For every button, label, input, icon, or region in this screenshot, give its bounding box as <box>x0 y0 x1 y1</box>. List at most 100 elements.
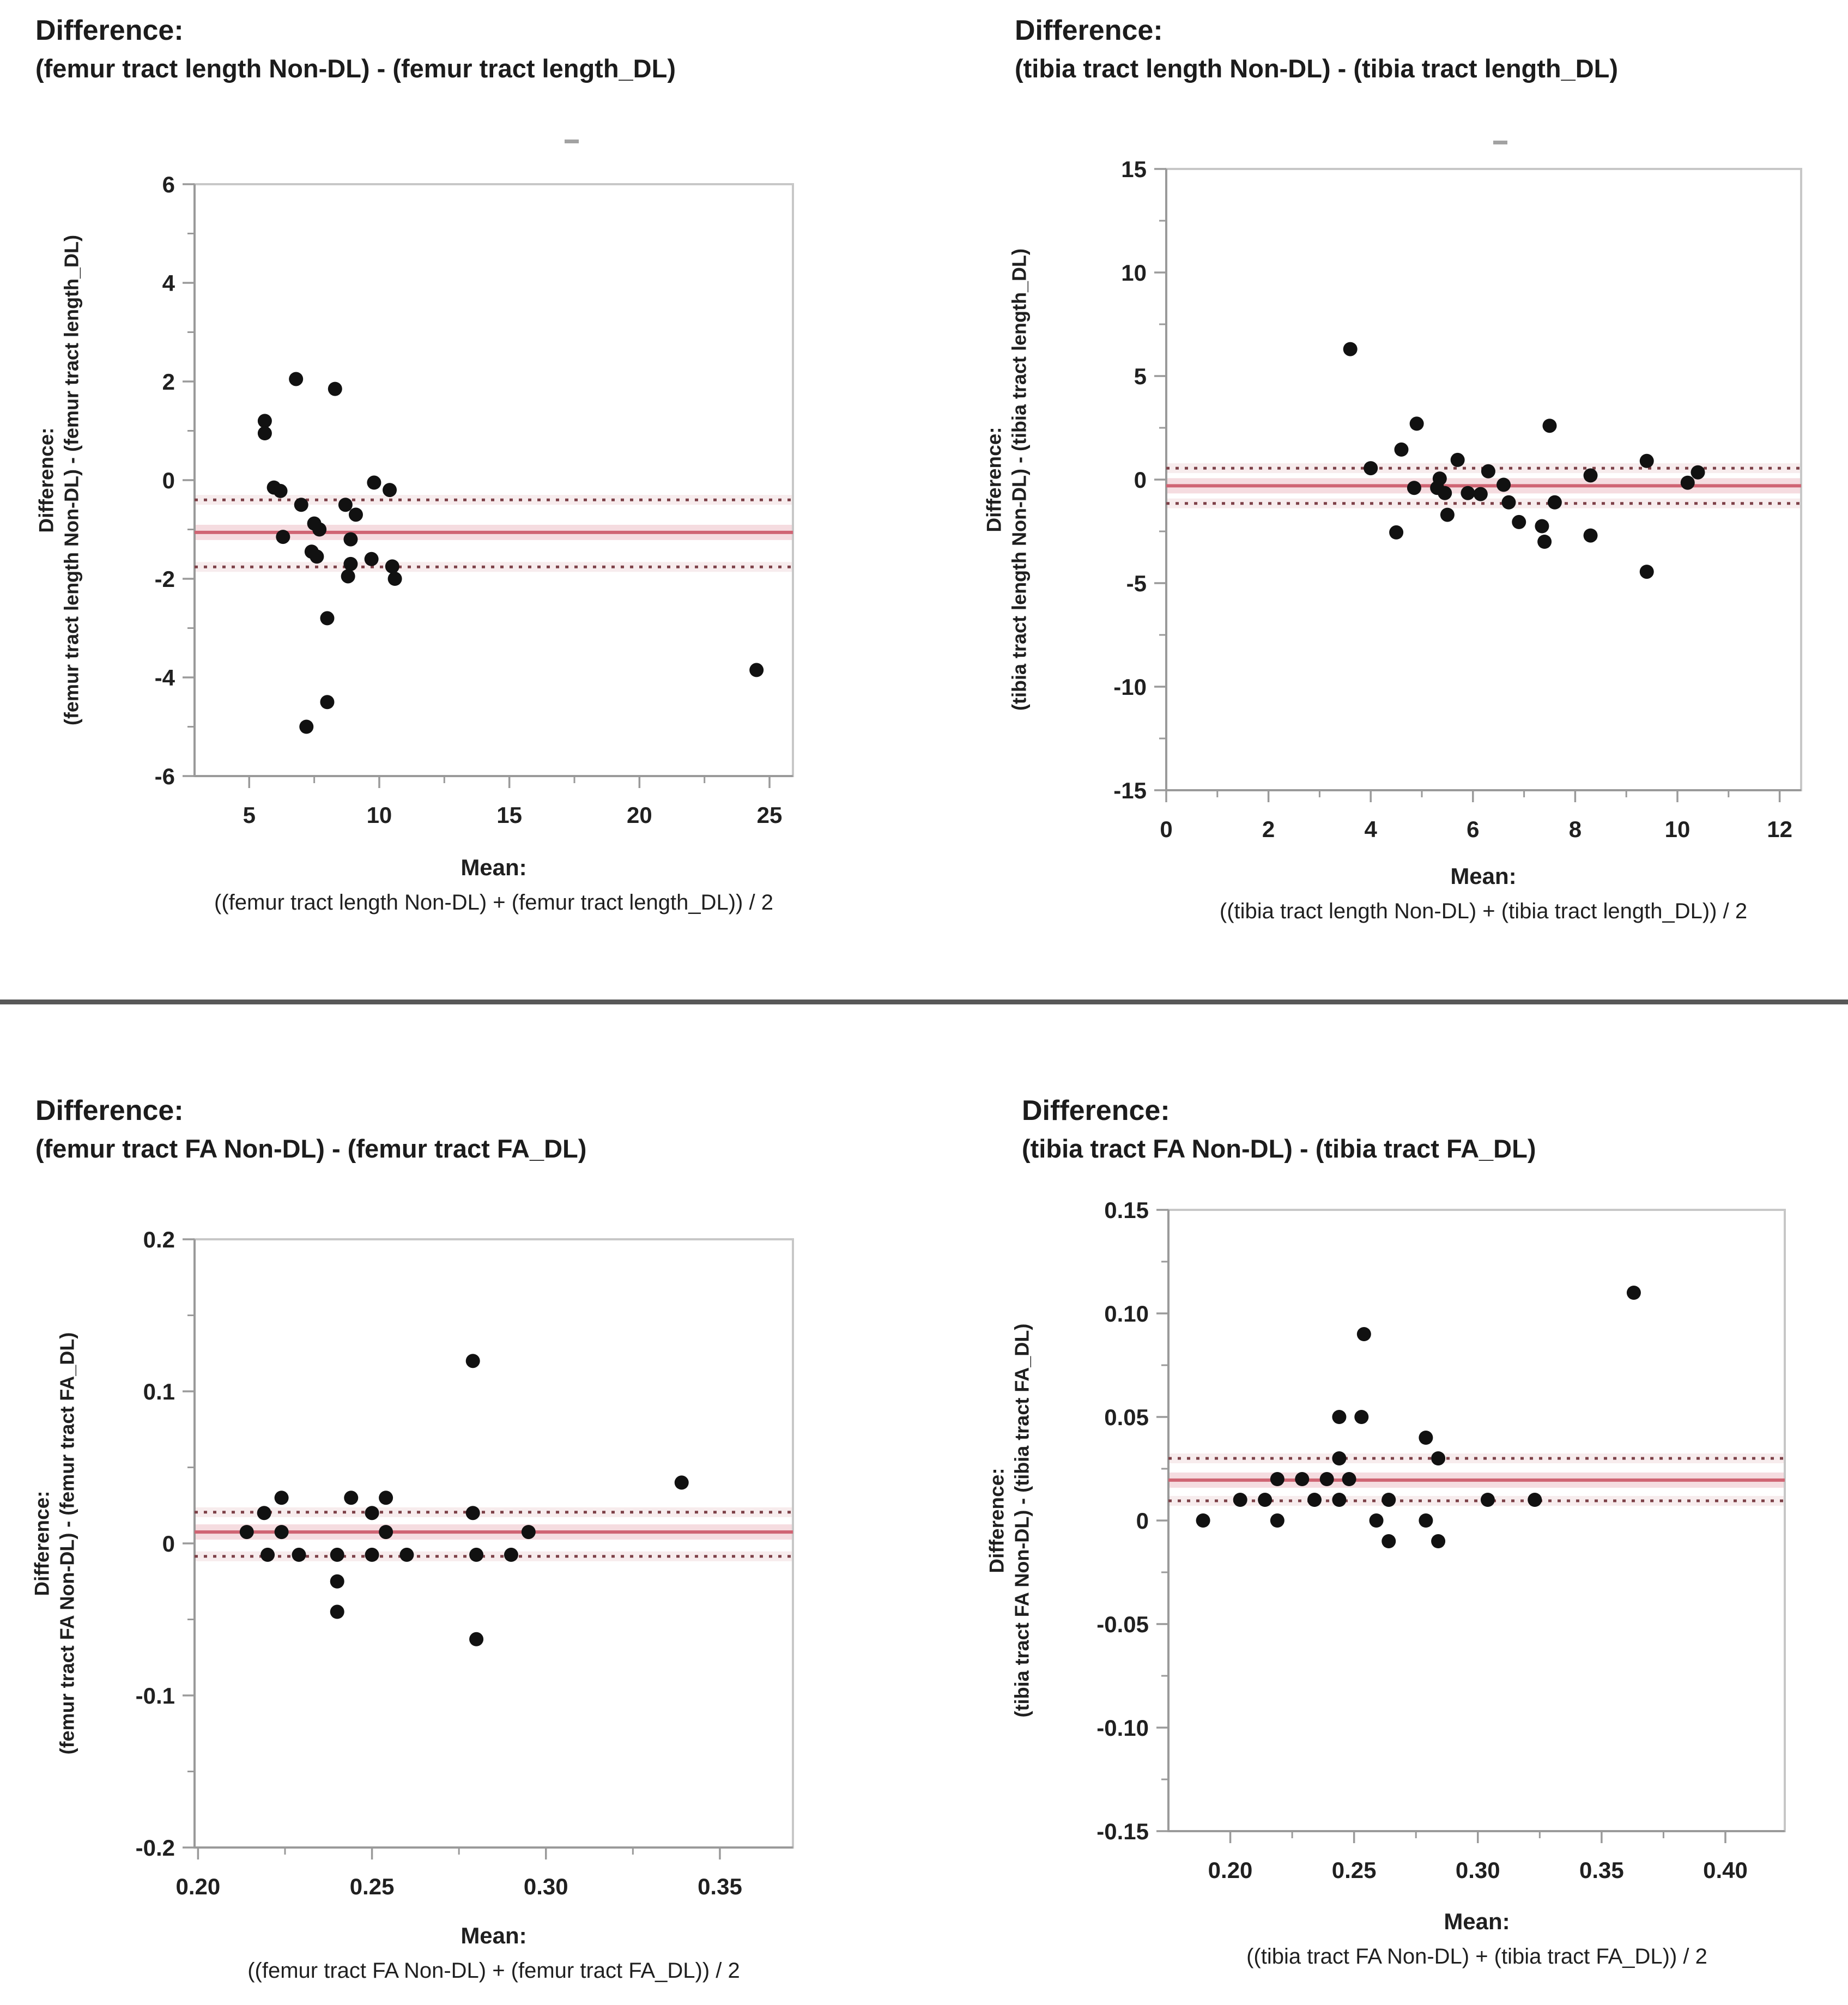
plot-area: 5 10 15 20 25 -6 -4 -2 0 2 4 6 <box>155 172 794 828</box>
x-tick-label: 0.35 <box>698 1874 742 1899</box>
data-point <box>330 1574 344 1589</box>
x-tick-label: 12 <box>1767 816 1792 842</box>
data-point <box>521 1525 536 1540</box>
y-tick-label: -10 <box>1113 674 1147 700</box>
y-tick-label: 6 <box>162 172 175 197</box>
chart-title-tibia-length: Difference: (tibia tract length Non-DL) … <box>1015 14 1618 84</box>
data-point <box>1382 1534 1396 1548</box>
data-point <box>1332 1410 1347 1424</box>
data-point <box>1196 1513 1210 1528</box>
data-point <box>1431 1451 1446 1465</box>
y-axis-label-femur-length: Difference: (femur tract length Non-DL) … <box>34 235 84 725</box>
data-point <box>1419 1431 1433 1445</box>
data-point <box>364 552 379 566</box>
y-axis-label-femur-fa: Difference: (femur tract FA Non-DL) - (f… <box>29 1332 80 1755</box>
data-point <box>465 1354 480 1368</box>
data-point <box>1626 1286 1641 1300</box>
data-point <box>1537 535 1552 549</box>
x-axis-formula: ((femur tract FA Non-DL) + (femur tract … <box>247 1959 740 1983</box>
y-tick-label: -15 <box>1113 778 1147 803</box>
y-axis-label-line1: Difference: <box>985 1468 1008 1573</box>
x-tick-label: 8 <box>1569 816 1582 842</box>
title-line1: Difference: <box>1022 1095 1170 1126</box>
data-point <box>257 414 272 428</box>
y-tick-label: 0.1 <box>143 1379 175 1404</box>
y-tick-label: -2 <box>155 566 175 592</box>
y-tick-label: -0.1 <box>136 1683 175 1709</box>
x-tick-label: 2 <box>1262 816 1275 842</box>
data-point <box>257 1506 271 1521</box>
stray-dash-mark <box>1493 141 1507 144</box>
data-point <box>1450 452 1465 467</box>
data-point <box>257 426 272 441</box>
x-tick-label: 0.35 <box>1579 1857 1624 1883</box>
data-point <box>1512 514 1526 529</box>
data-point <box>1295 1472 1310 1486</box>
data-point <box>299 719 314 734</box>
y-tick-label: 0 <box>1136 1508 1149 1534</box>
x-tick-label: 0.30 <box>1456 1857 1500 1883</box>
title-line1: Difference: <box>1015 15 1163 46</box>
data-point <box>1319 1472 1334 1486</box>
title-line1: Difference: <box>35 15 184 46</box>
data-point <box>348 507 363 522</box>
data-point <box>379 1491 393 1505</box>
data-point <box>1332 1493 1347 1507</box>
data-point <box>274 1491 289 1505</box>
data-point <box>1440 507 1455 522</box>
data-point <box>1496 477 1511 492</box>
data-point <box>310 549 324 564</box>
x-tick-label: 10 <box>1665 816 1691 842</box>
x-tick-label: 0.30 <box>524 1874 568 1899</box>
data-point <box>343 556 358 571</box>
data-point <box>1307 1493 1322 1507</box>
x-tick-label: 15 <box>496 802 522 828</box>
y-axis-label-line1: Difference: <box>31 1491 53 1596</box>
data-point <box>1680 475 1695 490</box>
data-point <box>1364 461 1378 476</box>
chart-title-femur-fa: Difference: (femur tract FA Non-DL) - (f… <box>35 1094 586 1164</box>
section-separator <box>0 1000 1848 1004</box>
data-point <box>1356 1327 1371 1341</box>
data-point <box>1461 486 1475 500</box>
y-tick-label: 10 <box>1121 260 1147 286</box>
y-tick-label: -0.05 <box>1096 1612 1149 1637</box>
x-tick-label: 25 <box>757 802 783 828</box>
title-line2: (femur tract FA Non-DL) - (femur tract F… <box>35 1134 587 1163</box>
data-point <box>749 663 764 677</box>
data-point <box>399 1547 414 1562</box>
data-point <box>1431 1534 1446 1548</box>
x-tick-label: 0.20 <box>1208 1857 1253 1883</box>
data-point <box>1419 1513 1433 1528</box>
plot-canvas: 0.20 0.25 0.30 0.35 -0.2 -0.1 0 0.1 0.2 <box>136 1227 794 1899</box>
x-tick-label: 0.25 <box>1332 1857 1377 1883</box>
data-point <box>469 1632 484 1646</box>
data-point <box>330 1604 344 1619</box>
y-tick-label: 5 <box>1134 364 1147 389</box>
data-point <box>1639 565 1654 579</box>
data-point <box>338 498 353 512</box>
title-line2: (tibia tract FA Non-DL) - (tibia tract F… <box>1022 1134 1536 1163</box>
data-point <box>320 611 335 626</box>
x-axis-formula: ((tibia tract FA Non-DL) + (tibia tract … <box>1246 1945 1707 1968</box>
y-axis-label-line1: Difference: <box>983 427 1005 532</box>
data-point <box>1547 495 1562 510</box>
plot-area: 0.20 0.25 0.30 0.35 0.40 -0.15 -0.10 -0.05 0 0.05… <box>1096 1197 1786 1883</box>
chart-title-femur-length: Difference: (femur tract length Non-DL) … <box>35 14 676 84</box>
data-point <box>1369 1513 1384 1528</box>
data-point <box>274 1525 289 1540</box>
x-tick-label: 6 <box>1467 816 1479 842</box>
y-tick-label: -6 <box>155 764 175 789</box>
y-tick-label: 4 <box>162 270 175 296</box>
y-axis-label-tibia-length: Difference: (tibia tract length Non-DL) … <box>981 249 1032 711</box>
data-point <box>1270 1472 1284 1486</box>
data-point <box>1409 416 1424 431</box>
x-tick-label: 0 <box>1160 816 1172 842</box>
data-point <box>239 1525 254 1540</box>
data-point <box>365 1506 379 1521</box>
x-tick-label: 10 <box>367 802 392 828</box>
data-point <box>1501 495 1516 510</box>
x-tick-label: 20 <box>627 802 652 828</box>
y-tick-label: 0.2 <box>143 1227 175 1252</box>
plot-frame <box>193 183 794 777</box>
